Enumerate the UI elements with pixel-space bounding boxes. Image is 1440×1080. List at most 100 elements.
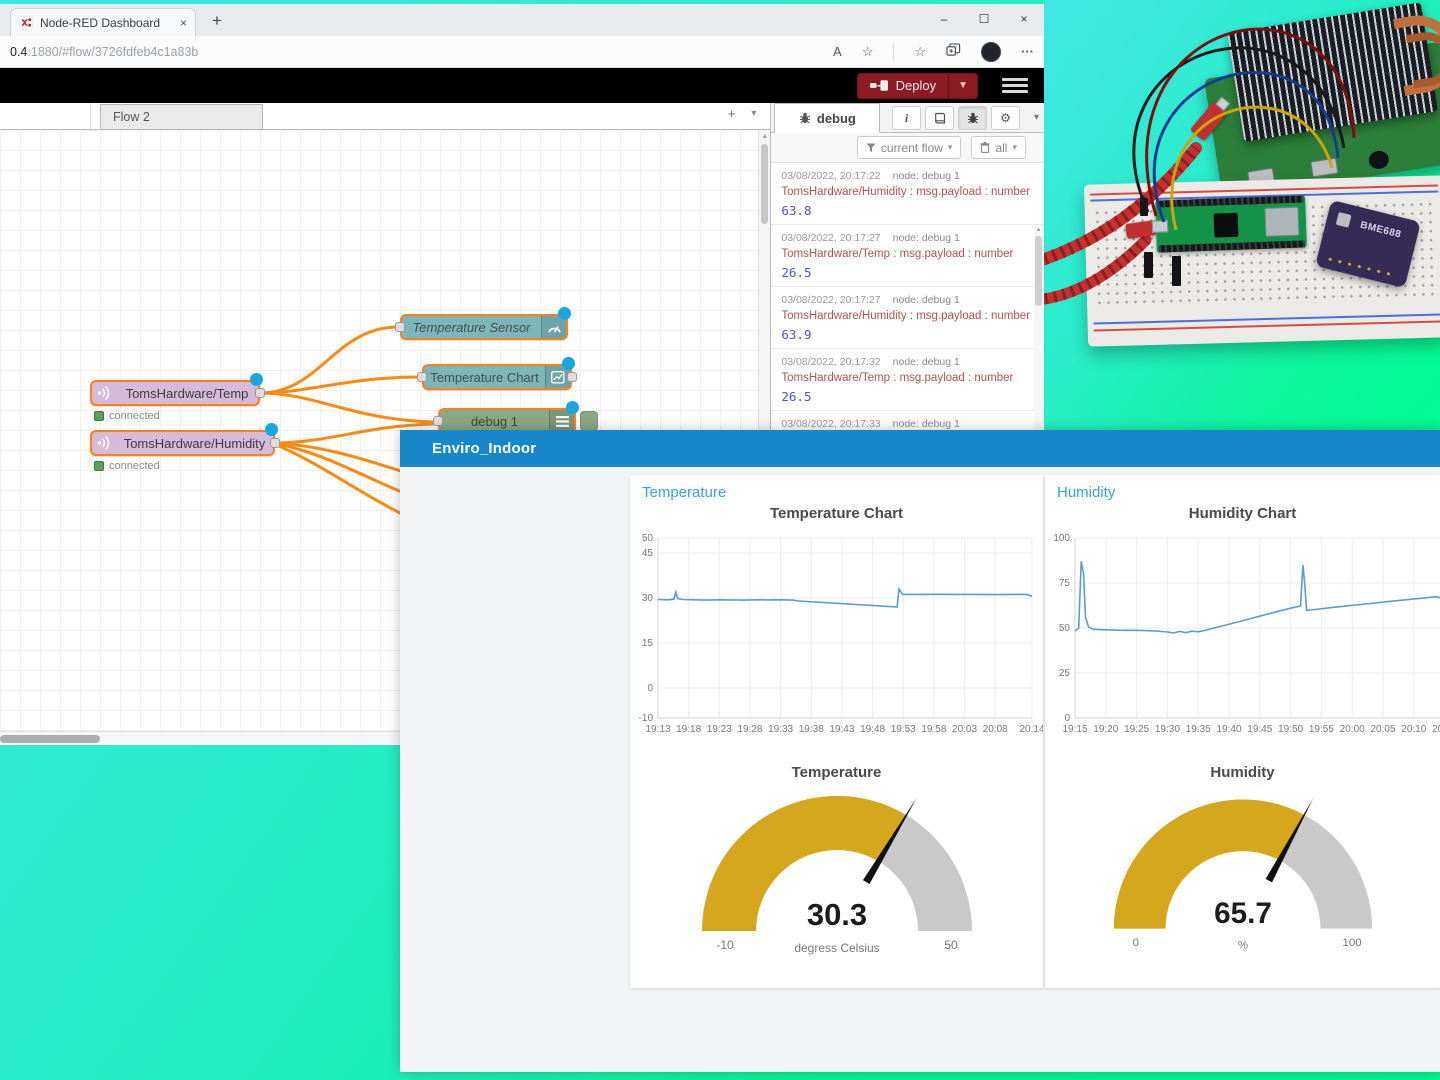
address-bar[interactable]: 0.4:1880/#flow/3726fdfeb4c1a83b A ☆ ☆ ··… — [0, 36, 1044, 68]
new-tab-button[interactable]: + — [212, 11, 222, 30]
message-value[interactable]: 63.9 — [781, 327, 812, 342]
chart-title: Temperature Chart — [769, 505, 904, 522]
node-mqtt-temp[interactable]: TomsHardware/Temp connected — [90, 373, 265, 422]
collections-icon[interactable] — [946, 43, 961, 60]
browser-tab[interactable]: Node-RED Dashboard × — [10, 8, 196, 36]
scroll-up-icon[interactable]: ▲ — [1035, 227, 1042, 233]
message-node: node: debug 1 — [892, 356, 960, 368]
message-meta: 03/08/2022, 20:17:22 node: debug 1 — [781, 170, 1030, 182]
changed-indicator — [250, 373, 263, 386]
scrollbar-thumb[interactable] — [0, 735, 100, 743]
profile-avatar[interactable] — [981, 41, 1001, 62]
gauge-title: Humidity — [1210, 764, 1275, 781]
flow-tab[interactable]: Flow 2 — [100, 104, 263, 130]
minimize-button[interactable]: – — [940, 12, 948, 26]
output-port[interactable] — [270, 438, 280, 448]
filter-all-label: all — [995, 140, 1008, 155]
output-port[interactable] — [255, 388, 265, 398]
menu-button[interactable] — [1002, 78, 1028, 93]
message-time: 03/08/2022, 20:17:32 — [781, 356, 881, 368]
tab-title: Node-RED Dashboard — [40, 15, 161, 30]
node-status: connected — [94, 410, 160, 422]
svg-text:20:10: 20:10 — [1401, 724, 1426, 735]
scrollbar-thumb[interactable] — [1035, 236, 1042, 306]
hardware-photo: BME688 — [1044, 0, 1440, 430]
settings-dots-icon[interactable]: ··· — [1021, 44, 1034, 59]
input-port[interactable] — [433, 416, 443, 426]
sidebar-header: debug i ⚙ ▾ — [771, 103, 1044, 133]
message-value[interactable]: 26.5 — [781, 389, 812, 404]
node-temperature-sensor[interactable]: Temperature Sensor — [395, 307, 571, 340]
svg-text:30: 30 — [642, 593, 654, 604]
gauge-needle — [863, 797, 917, 885]
clear-all-button[interactable]: all ▾ — [971, 136, 1026, 159]
deploy-caret-icon[interactable]: ▼ — [948, 73, 977, 98]
svg-text:15: 15 — [642, 638, 654, 649]
gauge-title: Temperature — [791, 764, 882, 781]
svg-text:45: 45 — [642, 548, 654, 559]
message-time: 03/08/2022, 20:17:27 — [781, 294, 881, 306]
wire-temp-to-chart — [258, 375, 422, 395]
status-dot — [94, 411, 104, 421]
svg-text:19:43: 19:43 — [829, 724, 854, 735]
status-text: connected — [109, 460, 160, 472]
tab-close-icon[interactable]: × — [179, 15, 187, 30]
node-temperature-chart[interactable]: Temperature Chart — [417, 357, 577, 390]
changed-indicator — [265, 423, 278, 436]
flow-canvas[interactable]: TomsHardware/Temp connected TomsHardware… — [0, 130, 771, 731]
message-time: 03/08/2022, 20:17:27 — [781, 232, 881, 244]
help-button[interactable] — [925, 106, 954, 130]
gauge-value: 30.3 — [807, 897, 867, 932]
jumper-wire-blue — [1152, 71, 1340, 223]
scrollbar-thumb[interactable] — [761, 144, 769, 224]
flow-list-caret-icon[interactable]: ▾ — [751, 108, 757, 119]
status-dot — [94, 461, 104, 471]
url-host: 0.4 — [10, 44, 28, 59]
config-button[interactable]: ⚙ — [991, 106, 1020, 130]
debug-button[interactable] — [958, 106, 987, 130]
svg-text:20:05: 20:05 — [1370, 724, 1395, 735]
filter-flow-label: current flow — [880, 140, 943, 155]
message-value[interactable]: 63.8 — [781, 203, 812, 218]
sidebar-caret-icon[interactable]: ▾ — [1033, 112, 1039, 123]
info-button[interactable]: i — [892, 106, 921, 130]
temperature-chart: 19:13 19:18 19:23 19:28 19:33 19:38 19:43 19:48… — [639, 533, 1043, 735]
svg-text:19:33: 19:33 — [768, 724, 793, 735]
debug-message: 03/08/2022, 20:17:22 node: debug 1 TomsHa… — [771, 163, 1044, 225]
debug-enable-toggle[interactable] — [580, 411, 598, 431]
favorites-icon[interactable]: ☆ — [914, 43, 926, 59]
debug-message: 03/08/2022, 20:17:27 node: debug 1 TomsHa… — [771, 225, 1044, 287]
input-port[interactable] — [417, 372, 427, 382]
svg-text:19:45: 19:45 — [1247, 724, 1272, 735]
read-aloud-icon[interactable]: A — [833, 44, 842, 59]
tab-debug[interactable]: debug — [774, 103, 881, 133]
filter-flow-button[interactable]: current flow ▾ — [856, 136, 962, 159]
group-label-temperature: Temperature — [642, 484, 727, 501]
deploy-label: Deploy — [895, 78, 937, 93]
add-favorite-icon[interactable]: ☆ — [861, 43, 874, 59]
message-value[interactable]: 26.5 — [781, 265, 812, 280]
close-button[interactable]: × — [1020, 12, 1028, 26]
nodered-favicon-icon — [19, 15, 33, 30]
maximize-button[interactable]: ☐ — [978, 12, 990, 26]
temperature-gauge: -10 50 30.3 degress Celsius — [702, 796, 972, 955]
gauge-min: 0 — [1133, 937, 1139, 949]
chart-title: Humidity Chart — [1188, 505, 1297, 522]
add-flow-button[interactable]: + — [727, 106, 736, 121]
node-mqtt-humidity[interactable]: TomsHardware/Humidity connected — [90, 423, 280, 472]
scroll-up-icon[interactable]: ▲ — [761, 133, 769, 140]
svg-text:20:08: 20:08 — [983, 724, 1008, 735]
output-port[interactable] — [567, 372, 577, 382]
svg-text:19:20: 19:20 — [1093, 724, 1118, 735]
svg-text:19:30: 19:30 — [1155, 724, 1180, 735]
node-status: connected — [94, 460, 160, 472]
input-port[interactable] — [395, 322, 405, 332]
node-label: TomsHardware/Humidity — [123, 435, 266, 451]
deploy-button[interactable]: Deploy ▼ — [856, 72, 978, 99]
wifi-icon — [92, 385, 116, 401]
svg-text:19:25: 19:25 — [1124, 724, 1149, 735]
message-node: node: debug 1 — [892, 232, 960, 244]
svg-text:19:55: 19:55 — [1309, 724, 1334, 735]
url-path: :1880/#flow/3726fdfeb4c1a83b — [27, 44, 199, 59]
